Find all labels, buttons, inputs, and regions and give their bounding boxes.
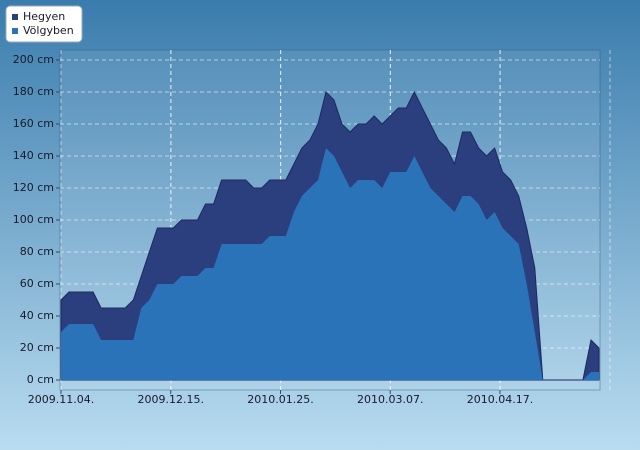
x-tick-label: 2010.03.07. — [357, 393, 423, 406]
y-tick-label: 200 cm — [13, 53, 54, 66]
x-tick-label: 2010.01.25. — [247, 393, 313, 406]
y-tick-label: 100 cm — [13, 213, 54, 226]
x-tick-label: 2010.04.17. — [467, 393, 533, 406]
legend-swatch — [12, 28, 18, 34]
y-tick-label: 140 cm — [13, 149, 54, 162]
y-tick-label: 60 cm — [20, 277, 54, 290]
x-tick-label: 2009.11.04. — [28, 393, 94, 406]
legend-label: Hegyen — [23, 10, 65, 23]
x-tick-label: 2009.12.15. — [137, 393, 203, 406]
legend-label: Völgyben — [23, 24, 74, 37]
y-tick-label: 180 cm — [13, 85, 54, 98]
y-tick-label: 160 cm — [13, 117, 54, 130]
y-tick-label: 120 cm — [13, 181, 54, 194]
y-tick-label: 40 cm — [20, 309, 54, 322]
legend-swatch — [12, 14, 18, 20]
legend-box — [5, 5, 83, 43]
area — [61, 148, 599, 380]
y-tick-label: 0 cm — [27, 373, 54, 386]
y-tick-label: 20 cm — [20, 341, 54, 354]
y-tick-label: 80 cm — [20, 245, 54, 258]
